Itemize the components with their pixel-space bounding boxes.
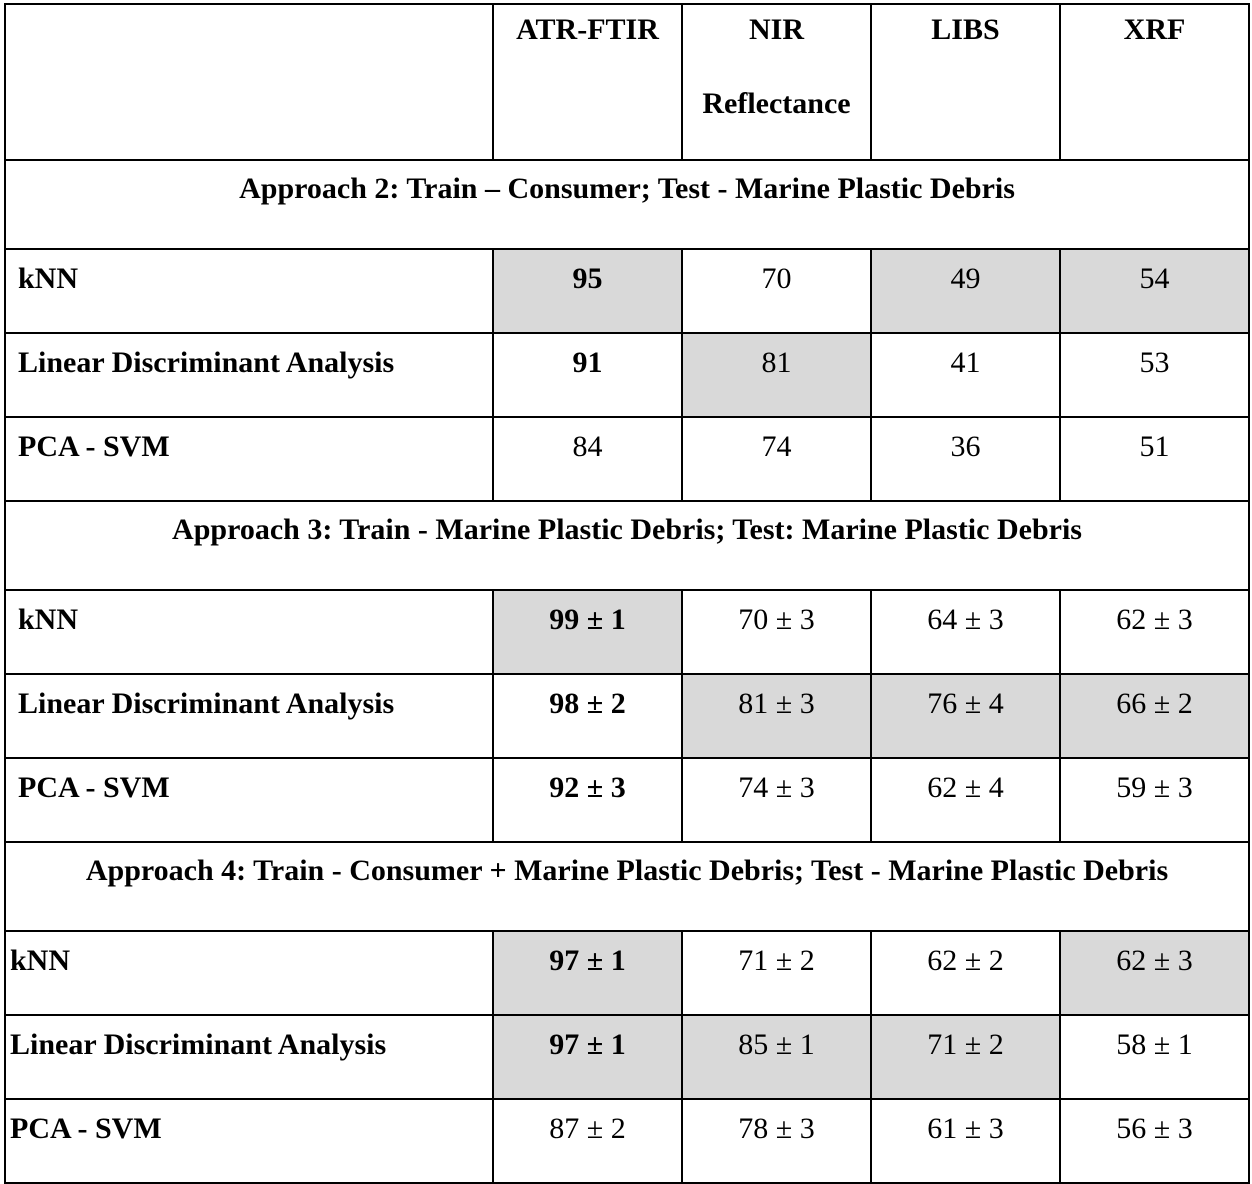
value-cell: 78 ± 3 — [681, 1098, 872, 1184]
value-cell: 98 ± 2 — [492, 673, 683, 759]
header-nir-reflectance: NIR Reflectance — [681, 3, 872, 161]
value-cell: 87 ± 2 — [492, 1098, 683, 1184]
value-cell: 74 ± 3 — [681, 757, 872, 843]
table-row: kNN 97 ± 1 71 ± 2 62 ± 2 62 ± 3 — [4, 930, 1250, 1016]
value-cell: 91 — [492, 332, 683, 418]
value-cell: 99 ± 1 — [492, 589, 683, 675]
value-cell: 41 — [870, 332, 1061, 418]
value-cell: 59 ± 3 — [1059, 757, 1250, 843]
value-cell: 71 ± 2 — [681, 930, 872, 1016]
method-label: Linear Discriminant Analysis — [4, 332, 494, 418]
value-cell: 70 ± 3 — [681, 589, 872, 675]
method-label: PCA - SVM — [4, 1098, 494, 1184]
table-row: PCA - SVM 84 74 36 51 — [4, 416, 1250, 502]
results-table: ATR-FTIR NIR Reflectance LIBS XRF Approa… — [4, 3, 1250, 1184]
header-xrf: XRF — [1059, 3, 1250, 161]
section-title-approach-2: Approach 2: Train – Consumer; Test - Mar… — [4, 159, 1250, 250]
value-cell: 70 — [681, 248, 872, 334]
method-label: kNN — [4, 589, 494, 675]
value-cell: 74 — [681, 416, 872, 502]
table-row: Linear Discriminant Analysis 98 ± 2 81 ±… — [4, 673, 1250, 759]
method-label: Linear Discriminant Analysis — [4, 1014, 494, 1100]
table-row: PCA - SVM 92 ± 3 74 ± 3 62 ± 4 59 ± 3 — [4, 757, 1250, 843]
value-cell: 62 ± 3 — [1059, 589, 1250, 675]
value-cell: 85 ± 1 — [681, 1014, 872, 1100]
header-row: ATR-FTIR NIR Reflectance LIBS XRF — [4, 3, 1250, 161]
method-label: kNN — [4, 930, 494, 1016]
value-cell: 49 — [870, 248, 1061, 334]
value-cell: 62 ± 2 — [870, 930, 1061, 1016]
header-empty-cell — [4, 3, 494, 161]
value-cell: 58 ± 1 — [1059, 1014, 1250, 1100]
value-cell: 62 ± 3 — [1059, 930, 1250, 1016]
value-cell: 64 ± 3 — [870, 589, 1061, 675]
value-cell: 36 — [870, 416, 1061, 502]
table-row: PCA - SVM 87 ± 2 78 ± 3 61 ± 3 56 ± 3 — [4, 1098, 1250, 1184]
header-libs: LIBS — [870, 3, 1061, 161]
value-cell: 54 — [1059, 248, 1250, 334]
section-title-approach-3: Approach 3: Train - Marine Plastic Debri… — [4, 500, 1250, 591]
table-row: Linear Discriminant Analysis 97 ± 1 85 ±… — [4, 1014, 1250, 1100]
value-cell: 51 — [1059, 416, 1250, 502]
value-cell: 97 ± 1 — [492, 1014, 683, 1100]
value-cell: 84 — [492, 416, 683, 502]
table-row: Linear Discriminant Analysis 91 81 41 53 — [4, 332, 1250, 418]
method-label: PCA - SVM — [4, 416, 494, 502]
table-row: kNN 95 70 49 54 — [4, 248, 1250, 334]
value-cell: 97 ± 1 — [492, 930, 683, 1016]
section-row: Approach 2: Train – Consumer; Test - Mar… — [4, 159, 1250, 250]
value-cell: 53 — [1059, 332, 1250, 418]
method-label: kNN — [4, 248, 494, 334]
value-cell: 56 ± 3 — [1059, 1098, 1250, 1184]
value-cell: 81 ± 3 — [681, 673, 872, 759]
section-title-approach-4: Approach 4: Train - Consumer + Marine Pl… — [4, 841, 1250, 932]
value-cell: 71 ± 2 — [870, 1014, 1061, 1100]
value-cell: 62 ± 4 — [870, 757, 1061, 843]
value-cell: 66 ± 2 — [1059, 673, 1250, 759]
value-cell: 95 — [492, 248, 683, 334]
section-row: Approach 4: Train - Consumer + Marine Pl… — [4, 841, 1250, 932]
table-row: kNN 99 ± 1 70 ± 3 64 ± 3 62 ± 3 — [4, 589, 1250, 675]
method-label: Linear Discriminant Analysis — [4, 673, 494, 759]
section-row: Approach 3: Train - Marine Plastic Debri… — [4, 500, 1250, 591]
value-cell: 81 — [681, 332, 872, 418]
header-atr-ftir: ATR-FTIR — [492, 3, 683, 161]
value-cell: 76 ± 4 — [870, 673, 1061, 759]
method-label: PCA - SVM — [4, 757, 494, 843]
value-cell: 61 ± 3 — [870, 1098, 1061, 1184]
value-cell: 92 ± 3 — [492, 757, 683, 843]
